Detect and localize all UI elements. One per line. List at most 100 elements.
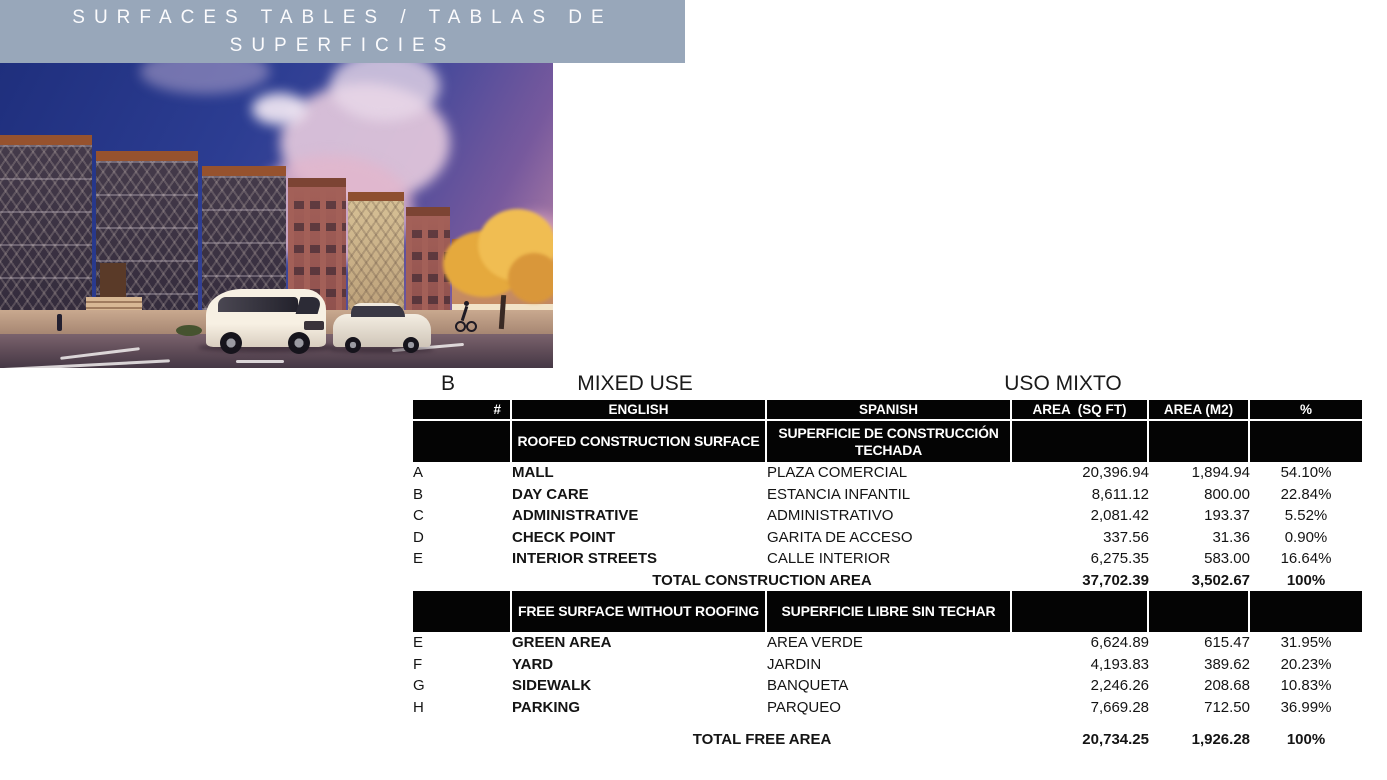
total-percent: 100% — [1286, 571, 1326, 589]
total-m2: 1,926.28 — [1191, 731, 1250, 749]
cell-empty — [1250, 591, 1362, 632]
row-id: D — [413, 528, 424, 546]
sedan-cabin — [351, 303, 405, 317]
row-spanish: CALLE INTERIOR — [767, 550, 891, 568]
table-title-row: B MIXED USE USO MIXTO — [413, 368, 1362, 400]
section-header-spanish: SUPERFICIE DE CONSTRUCCIÓN TECHADA — [767, 421, 1012, 462]
row-m2: 31.36 — [1212, 528, 1250, 546]
cell-empty — [1149, 591, 1250, 632]
cell-empty — [413, 421, 512, 462]
cell-empty — [1012, 421, 1149, 462]
col-header-spanish: SPANISH — [767, 400, 1012, 421]
row-m2: 389.62 — [1204, 655, 1250, 673]
section-header-english: FREE SURFACE WITHOUT ROOFING — [512, 591, 767, 632]
row-percent: 54.10% — [1280, 464, 1332, 482]
total-sqft: 37,702.39 — [1082, 571, 1149, 589]
van-windshield — [295, 297, 323, 314]
row-m2: 193.37 — [1204, 507, 1250, 525]
car-shadow — [198, 343, 338, 352]
row-sqft: 6,275.35 — [1090, 550, 1149, 568]
table-row: F YARD JARDIN 4,193.83 389.62 20.23% — [413, 654, 1362, 676]
row-english: SIDEWALK — [512, 677, 592, 695]
total-percent: 100% — [1286, 731, 1326, 749]
total-row: TOTAL CONSTRUCTION AREA 37,702.39 3,502.… — [413, 570, 1362, 592]
row-id: E — [413, 550, 424, 568]
bicycle-wheel — [455, 321, 466, 332]
row-sqft: 7,669.28 — [1090, 698, 1149, 716]
row-id: A — [413, 464, 424, 482]
row-id: H — [413, 698, 424, 716]
table-title-spanish: USO MIXTO — [1004, 372, 1122, 395]
cell-empty — [1149, 421, 1250, 462]
row-english: PARKING — [512, 698, 581, 716]
table-row: E INTERIOR STREETS CALLE INTERIOR 6,275.… — [413, 548, 1362, 570]
row-english: GREEN AREA — [512, 634, 612, 652]
col-header-english: ENGLISH — [512, 400, 767, 421]
row-english: YARD — [512, 655, 554, 673]
cell-empty — [413, 729, 512, 751]
entrance-door — [100, 263, 126, 297]
cell-empty — [413, 718, 1362, 729]
row-percent: 31.95% — [1280, 634, 1332, 652]
van-windows — [218, 297, 298, 312]
table-row: D CHECK POINT GARITA DE ACCESO 337.56 31… — [413, 527, 1362, 549]
wheel — [345, 337, 361, 353]
section-header-english: ROOFED CONSTRUCTION SURFACE — [512, 421, 767, 462]
row-id: C — [413, 507, 424, 525]
rendering-image — [0, 63, 553, 368]
table-header-row: # ENGLISH SPANISH AREA (SQ FT) AREA (M2)… — [413, 400, 1362, 421]
row-sqft: 4,193.83 — [1090, 655, 1149, 673]
row-id: G — [413, 677, 425, 695]
row-id: E — [413, 634, 424, 652]
row-m2: 615.47 — [1204, 634, 1250, 652]
row-spanish: ESTANCIA INFANTIL — [767, 485, 911, 503]
row-english: DAY CARE — [512, 485, 589, 503]
col-header-num: # — [413, 400, 512, 421]
table-row: C ADMINISTRATIVE ADMINISTRATIVO 2,081.42… — [413, 505, 1362, 527]
total-label: TOTAL FREE AREA — [692, 731, 832, 749]
building — [0, 135, 92, 336]
row-percent: 20.23% — [1280, 655, 1332, 673]
cloud — [330, 63, 440, 121]
table-corner-label: B — [441, 372, 456, 395]
tree-foliage — [508, 253, 553, 303]
white-minivan — [206, 289, 326, 354]
row-sqft: 20,396.94 — [1082, 464, 1149, 482]
cell-empty — [1012, 591, 1149, 632]
row-spanish: GARITA DE ACCESO — [767, 528, 913, 546]
row-spanish: PLAZA COMERCIAL — [767, 464, 908, 482]
col-header-percent: % — [1250, 400, 1362, 421]
row-sqft: 2,246.26 — [1090, 677, 1149, 695]
row-m2: 208.68 — [1204, 677, 1250, 695]
cyclist-head — [464, 301, 469, 306]
table-row: H PARKING PARQUEO 7,669.28 712.50 36.99% — [413, 697, 1362, 719]
row-m2: 712.50 — [1204, 698, 1250, 716]
row-percent: 16.64% — [1280, 550, 1332, 568]
row-sqft: 337.56 — [1103, 528, 1149, 546]
table-title-english: MIXED USE — [577, 372, 693, 395]
table-row: B DAY CARE ESTANCIA INFANTIL 8,611.12 80… — [413, 484, 1362, 506]
row-percent: 0.90% — [1284, 528, 1328, 546]
row-english: INTERIOR STREETS — [512, 550, 658, 568]
row-percent: 22.84% — [1280, 485, 1332, 503]
title-banner: SURFACES TABLES / TABLAS DE SUPERFICIES — [0, 0, 685, 63]
row-m2: 583.00 — [1204, 550, 1250, 568]
col-header-m2: AREA (M2) — [1149, 400, 1250, 421]
white-sedan — [333, 303, 431, 353]
wheel — [403, 337, 419, 353]
wheel — [220, 332, 242, 354]
row-spanish: JARDIN — [767, 655, 822, 673]
section-header-row: ROOFED CONSTRUCTION SURFACE SUPERFICIE D… — [413, 421, 1362, 462]
table-row: E GREEN AREA AREA VERDE 6,624.89 615.47 … — [413, 632, 1362, 654]
entrance-steps — [86, 297, 142, 312]
van-grille — [304, 321, 324, 330]
total-row: TOTAL FREE AREA 20,734.25 1,926.28 100% — [413, 729, 1362, 751]
total-label: TOTAL CONSTRUCTION AREA — [652, 571, 872, 589]
row-spanish: PARQUEO — [767, 698, 841, 716]
row-m2: 800.00 — [1204, 485, 1250, 503]
parking-line — [236, 360, 284, 363]
row-sqft: 2,081.42 — [1090, 507, 1149, 525]
row-spanish: AREA VERDE — [767, 634, 863, 652]
table-row: A MALL PLAZA COMERCIAL 20,396.94 1,894.9… — [413, 462, 1362, 484]
